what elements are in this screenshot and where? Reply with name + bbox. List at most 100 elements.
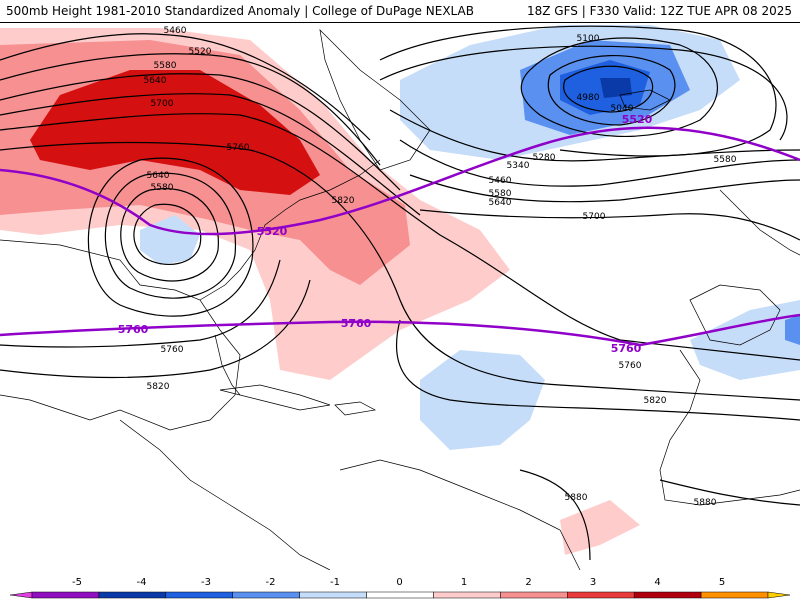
negative-anomaly-core-deep bbox=[600, 78, 632, 98]
low-ring-2 bbox=[120, 188, 219, 282]
contour-5640 bbox=[0, 93, 421, 216]
anomaly-shading bbox=[0, 25, 800, 555]
greenland bbox=[319, 28, 431, 171]
contour-5460 bbox=[0, 33, 371, 141]
contour-5520-north bbox=[0, 53, 381, 166]
contour-label: 5820 bbox=[332, 196, 355, 206]
contour-label: 5280 bbox=[533, 153, 556, 163]
colorbar-tick-label: -1 bbox=[330, 577, 340, 588]
highlight-contour-label: 5760 bbox=[611, 342, 642, 355]
contour-label: 5820 bbox=[147, 382, 170, 392]
contour-label: 5520 bbox=[189, 47, 212, 57]
anomaly-map: 5460 5520 5580 5640 5700 5760 5640 5580 … bbox=[0, 25, 800, 570]
highlight-contour-label: 5760 bbox=[341, 317, 372, 330]
highlight-5760 bbox=[0, 313, 800, 347]
colorbar-ticks: -5 -4 -3 -2 -1 0 1 2 3 4 5 bbox=[72, 577, 725, 588]
contour-label: 4980 bbox=[577, 93, 600, 103]
contour-label: 5340 bbox=[507, 161, 530, 171]
colorbar-swatch bbox=[567, 591, 635, 599]
low-ring-1 bbox=[133, 203, 202, 266]
central-america bbox=[119, 419, 331, 570]
colorbar-tick-label: 1 bbox=[461, 577, 467, 588]
contour-label: 5580 bbox=[151, 183, 174, 193]
highlight-contour-label: 5760 bbox=[118, 323, 149, 336]
colorbar-tick-label: -4 bbox=[137, 577, 147, 588]
contour-5460-east bbox=[389, 109, 800, 162]
contour-label: 5700 bbox=[151, 99, 174, 109]
contour-label: 5880 bbox=[565, 493, 588, 503]
colorbar-graphic: -5 -4 -3 -2 -1 0 1 2 3 4 5 bbox=[9, 577, 791, 599]
cuba bbox=[219, 384, 331, 411]
contour-5820-mid bbox=[395, 319, 800, 421]
positive-anomaly-strong bbox=[30, 70, 320, 195]
contour-5640-east bbox=[409, 174, 800, 203]
contour-label: 5880 bbox=[694, 498, 717, 508]
colorbar-tick-label: 3 bbox=[590, 577, 596, 588]
contour-5880-b bbox=[659, 479, 800, 506]
low-ring-4 bbox=[87, 157, 254, 317]
contour-5580 bbox=[0, 73, 401, 191]
hispaniola bbox=[334, 401, 377, 416]
colorbar-swatch bbox=[767, 591, 791, 599]
colorbar-swatch bbox=[165, 591, 233, 599]
colorbar: -5 -4 -3 -2 -1 0 1 2 3 4 5 bbox=[0, 570, 800, 600]
east-coast bbox=[199, 159, 381, 301]
colorbar-swatch bbox=[633, 591, 702, 599]
low-ring-3 bbox=[104, 172, 237, 299]
colorbar-swatch bbox=[98, 591, 167, 599]
contour-labels: 5460 5520 5580 5640 5700 5760 5640 5580 … bbox=[118, 26, 737, 508]
colorbar-swatch bbox=[232, 591, 300, 599]
north-america-coast bbox=[0, 239, 241, 431]
colorbar-tick-label: -2 bbox=[266, 577, 276, 588]
contour-label: 5820 bbox=[644, 396, 667, 406]
height-contours bbox=[0, 25, 800, 561]
colorbar-swatch bbox=[700, 591, 769, 599]
contour-label: 5100 bbox=[577, 34, 600, 44]
contour-label: 5640 bbox=[489, 198, 512, 208]
contour-5760-south bbox=[0, 259, 281, 348]
contour-5580-east bbox=[399, 139, 800, 187]
colorbar-swatch bbox=[500, 591, 568, 599]
contour-5040 bbox=[547, 55, 676, 126]
contour-label: 5700 bbox=[583, 212, 606, 222]
negative-anomaly-central bbox=[420, 350, 545, 450]
colorbar-tick-label: 4 bbox=[654, 577, 660, 588]
colorbar-swatch bbox=[366, 591, 434, 599]
map-header: 500mb Height 1981-2010 Standardized Anom… bbox=[0, 0, 800, 23]
contour-label: 5760 bbox=[619, 361, 642, 371]
negative-anomaly-east-core bbox=[785, 315, 800, 345]
contour-5700-east bbox=[419, 209, 800, 241]
negative-anomaly-east bbox=[690, 300, 800, 380]
contour-5820-south bbox=[0, 279, 311, 379]
iceland bbox=[619, 89, 671, 111]
colorbar-swatch bbox=[433, 591, 501, 599]
contour-label: 5580 bbox=[714, 155, 737, 165]
model-run-info: 18Z GFS | F330 Valid: 12Z TUE APR 08 202… bbox=[526, 4, 792, 18]
contour-label: 5040 bbox=[611, 104, 634, 114]
coastlines bbox=[0, 28, 800, 570]
colorbar-tick-label: 0 bbox=[396, 577, 402, 588]
colorbar-tick-label: -3 bbox=[201, 577, 211, 588]
contour-5100 bbox=[520, 37, 718, 137]
contour-5340 bbox=[379, 45, 788, 141]
contour-label: 5640 bbox=[144, 76, 167, 86]
contour-5760-north bbox=[0, 141, 800, 401]
map-title: 500mb Height 1981-2010 Standardized Anom… bbox=[6, 4, 474, 18]
south-america bbox=[339, 459, 581, 570]
positive-anomaly-small bbox=[560, 500, 640, 555]
colorbar-swatch bbox=[299, 591, 367, 599]
colorbar-swatch bbox=[9, 591, 33, 599]
colorbar-swatch bbox=[31, 591, 100, 599]
contour-label: 5460 bbox=[164, 26, 187, 36]
highlight-contour-label: 5520 bbox=[257, 225, 288, 238]
highlight-5520 bbox=[0, 126, 800, 236]
contour-5700 bbox=[0, 113, 800, 361]
contour-label: 5580 bbox=[489, 189, 512, 199]
contour-label: 5460 bbox=[489, 176, 512, 186]
gulf-coast bbox=[214, 334, 241, 396]
europe-coast bbox=[719, 189, 800, 256]
colorbar-tick-label: -5 bbox=[72, 577, 82, 588]
highlight-contour-label: 5520 bbox=[622, 113, 653, 126]
africa-coast bbox=[659, 349, 800, 506]
